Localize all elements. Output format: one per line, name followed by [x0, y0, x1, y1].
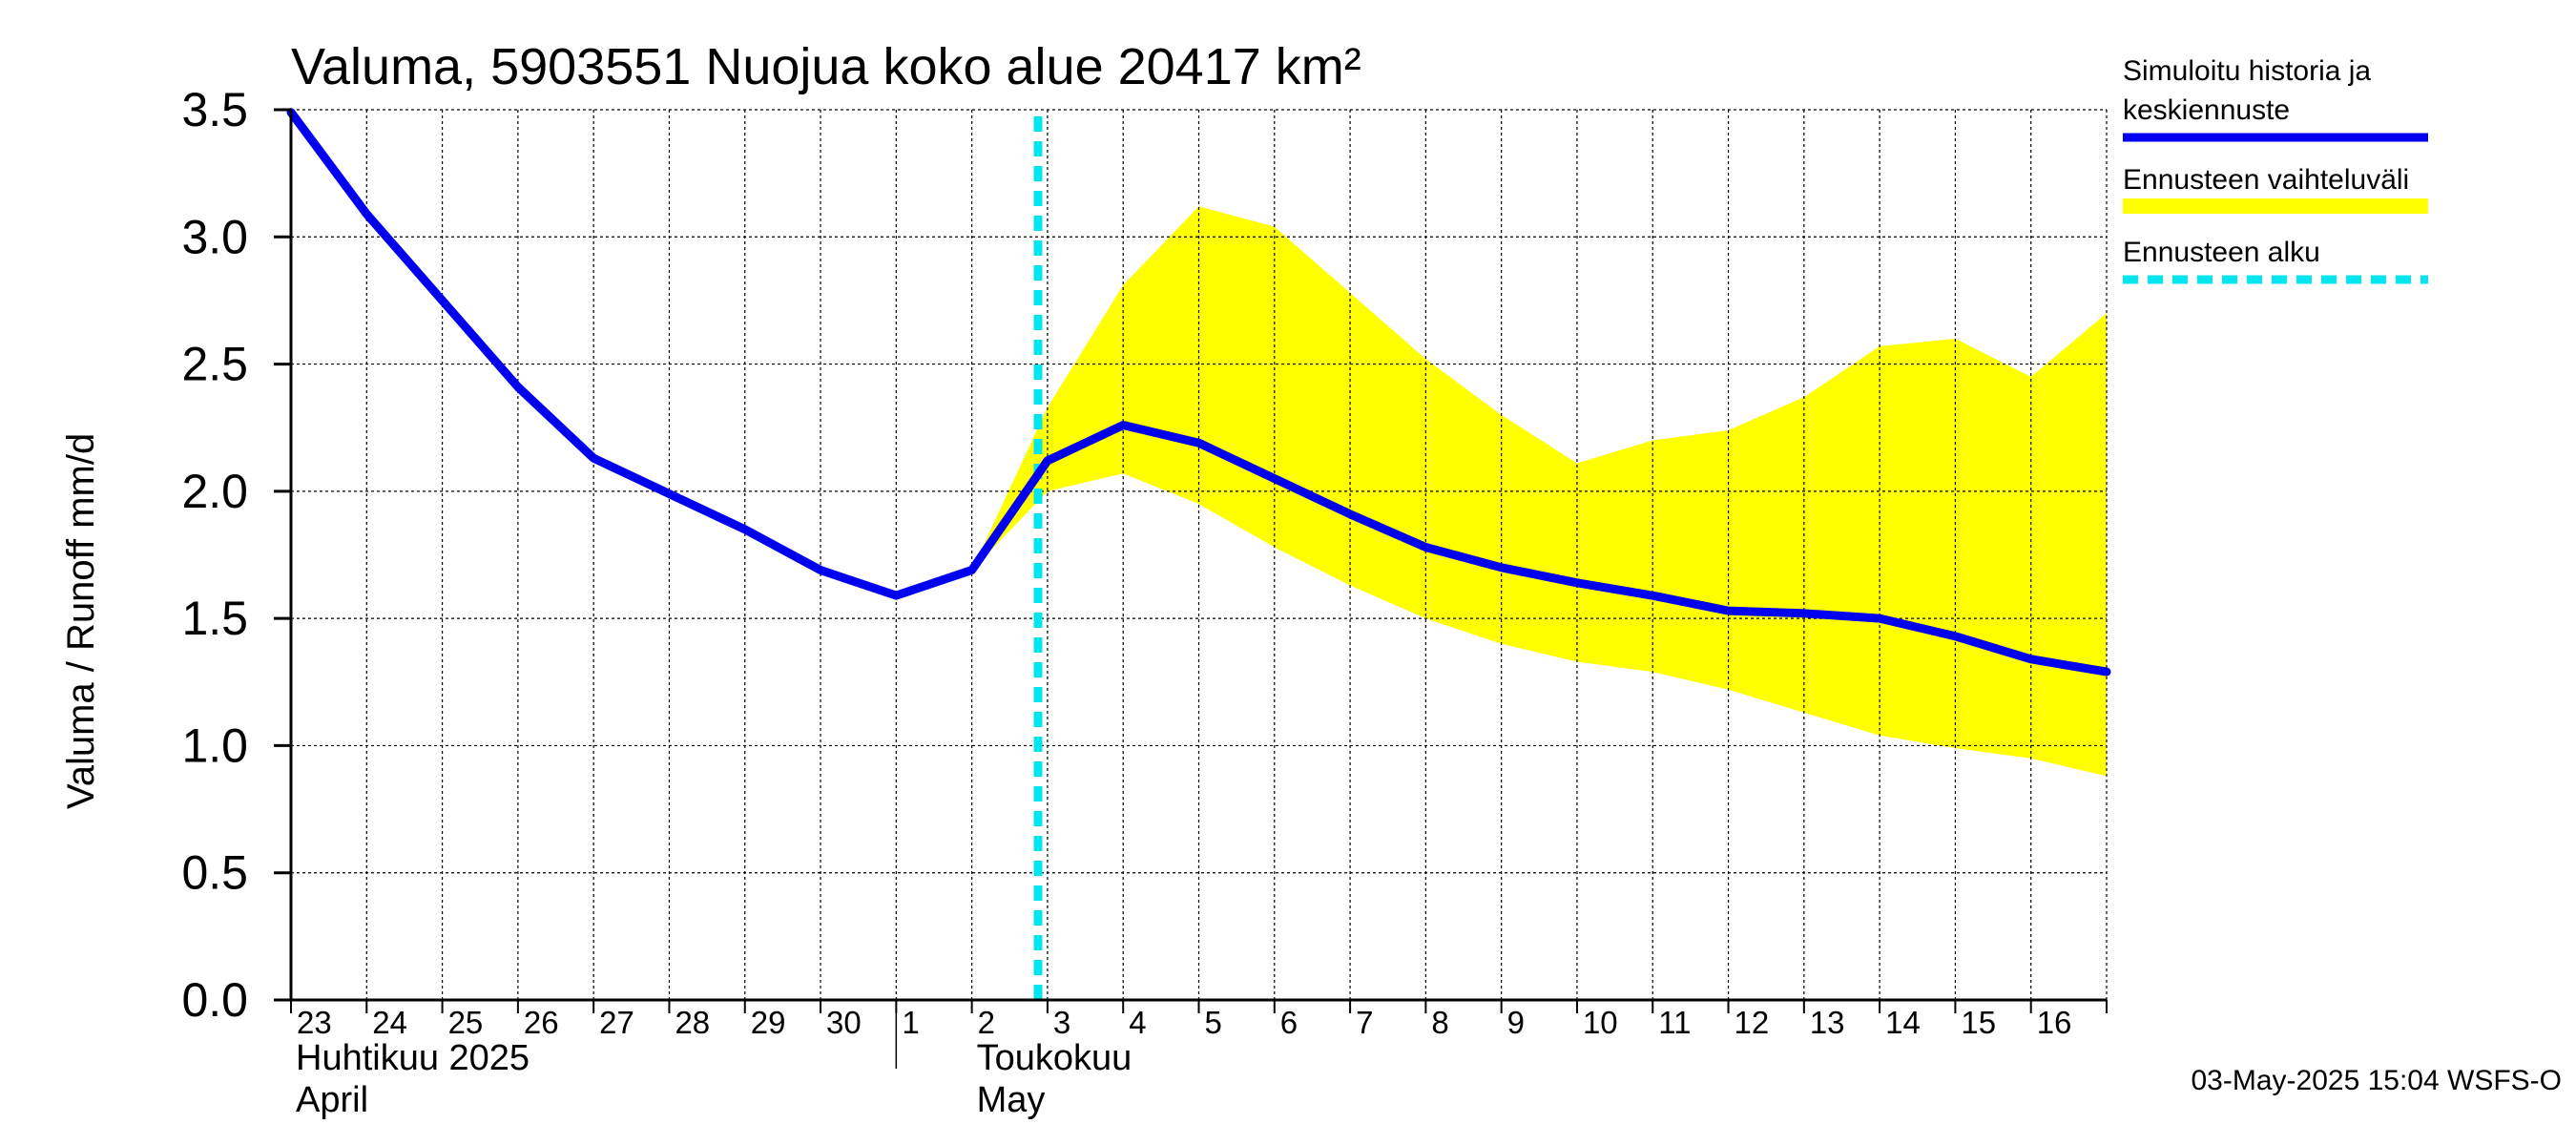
x-tick-label: 27 [599, 1005, 634, 1040]
x-tick-label: 29 [751, 1005, 786, 1040]
x-tick-label: 23 [297, 1005, 332, 1040]
grid [291, 109, 2108, 1000]
x-tick-label: 16 [2037, 1005, 2072, 1040]
month-label-en: April [296, 1080, 368, 1120]
legend-label-mean-2: keskiennuste [2123, 94, 2290, 126]
x-tick-label: 4 [1129, 1005, 1146, 1040]
legend: Simuloitu historia ja keskiennuste Ennuste… [2123, 55, 2428, 284]
x-tick-label: 7 [1356, 1005, 1373, 1040]
x-tick-label: 1 [902, 1005, 919, 1040]
month-label: Toukokuu [977, 1038, 1132, 1078]
x-tick-label: 13 [1810, 1005, 1845, 1040]
x-tick-label: 8 [1431, 1005, 1448, 1040]
x-tick-label: 3 [1053, 1005, 1070, 1040]
x-tick-label: 12 [1735, 1005, 1770, 1040]
y-tick-label: 3.0 [181, 210, 248, 263]
series-layer [286, 108, 2111, 677]
chart-title: Valuma, 5903551 Nuojua koko alue 20417 k… [291, 38, 1361, 95]
y-tick-label: 3.5 [181, 83, 248, 136]
y-tick-label: 1.0 [181, 718, 248, 772]
x-tick-label: 15 [1961, 1005, 1996, 1040]
x-tick-label: 5 [1205, 1005, 1222, 1040]
x-tick-label: 24 [372, 1005, 407, 1040]
month-label-en: May [977, 1080, 1046, 1120]
x-tick-label: 11 [1658, 1005, 1691, 1040]
y-axis-label: Valuma / Runoff mm/d [60, 433, 102, 809]
x-tick-label: 10 [1583, 1005, 1618, 1040]
y-tick-label: 2.0 [181, 465, 248, 518]
x-tick-label: 6 [1280, 1005, 1298, 1040]
y-tick-label: 2.5 [181, 338, 248, 391]
x-tick-label: 9 [1507, 1005, 1525, 1040]
x-tick-label: 14 [1885, 1005, 1921, 1040]
x-tick-label: 28 [675, 1005, 710, 1040]
legend-swatch-band [2123, 198, 2428, 214]
timestamp-footer: 03-May-2025 15:04 WSFS-O [2192, 1065, 2563, 1096]
legend-label-band: Ennusteen vaihteluväli [2123, 164, 2409, 196]
series-line-mean [286, 108, 2111, 677]
y-tick-label: 1.5 [181, 592, 248, 645]
x-tick-label: 25 [448, 1005, 484, 1040]
x-tick-label: 26 [524, 1005, 559, 1040]
month-label: Huhtikuu 2025 [296, 1038, 530, 1078]
legend-label-forecast-start: Ennusteen alku [2123, 237, 2320, 268]
y-tick-label: 0.5 [181, 846, 248, 900]
legend-label-mean: Simuloitu historia ja [2123, 55, 2371, 87]
axes: 0.00.51.01.52.02.53.03.523 24 25 26 27 28 29 30… [181, 83, 2108, 1120]
x-tick-label: 30 [826, 1005, 862, 1040]
y-tick-label: 0.0 [181, 973, 248, 1027]
x-tick-label: 2 [978, 1005, 995, 1040]
